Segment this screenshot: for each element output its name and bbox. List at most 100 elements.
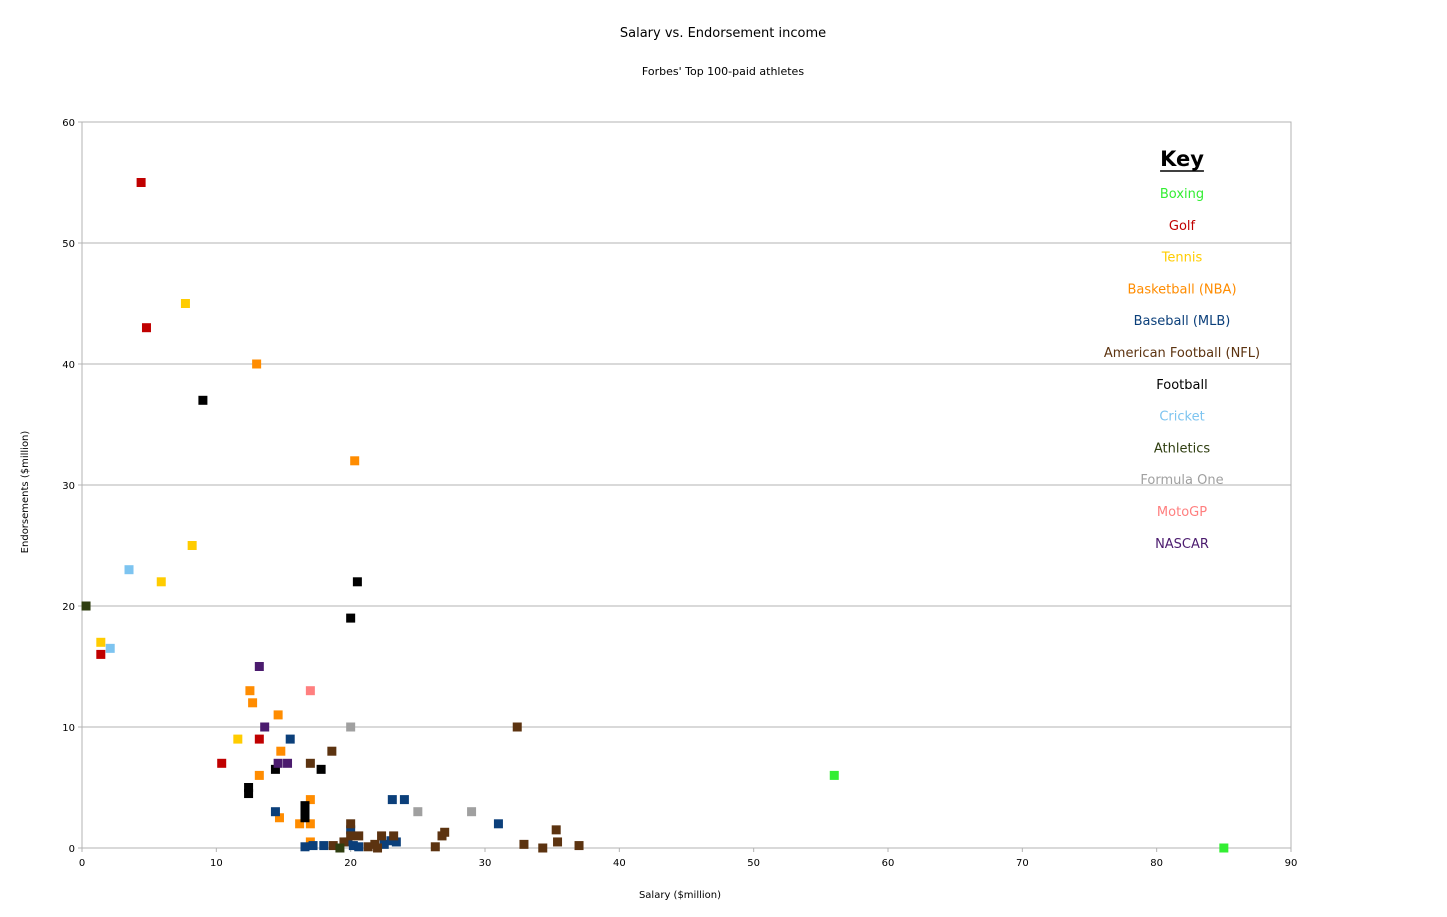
data-point xyxy=(391,837,401,847)
y-axis-ticks: 0 10 20 30 40 50 60 xyxy=(62,118,82,855)
data-point xyxy=(339,837,349,847)
x-tick-label: 20 xyxy=(344,858,357,869)
data-point xyxy=(254,770,264,780)
data-point xyxy=(354,842,364,852)
data-point xyxy=(512,722,522,732)
data-point xyxy=(96,649,106,659)
data-point xyxy=(254,662,264,671)
legend-item: Boxing xyxy=(1160,187,1204,202)
data-point xyxy=(493,819,503,829)
y-tick-label: 30 xyxy=(62,481,75,492)
data-point xyxy=(300,842,310,852)
data-point xyxy=(413,807,423,817)
data-point xyxy=(273,710,283,720)
legend-item: American Football (NFL) xyxy=(1104,346,1260,361)
data-point xyxy=(276,746,286,756)
data-point xyxy=(1219,843,1229,853)
data-point xyxy=(180,299,190,308)
legend-item: Tennis xyxy=(1161,251,1203,266)
data-point xyxy=(141,323,151,333)
data-point xyxy=(350,456,360,466)
data-point xyxy=(273,758,283,768)
data-point xyxy=(248,698,258,708)
data-point xyxy=(319,841,329,851)
data-point xyxy=(386,836,396,846)
data-point xyxy=(328,841,338,851)
legend-item: Golf xyxy=(1169,219,1196,234)
data-point xyxy=(346,819,356,829)
y-tick-label: 0 xyxy=(69,844,75,855)
legend-item: Baseball (MLB) xyxy=(1134,314,1231,329)
data-point xyxy=(574,841,584,851)
data-point xyxy=(346,825,356,835)
data-point xyxy=(399,795,409,805)
x-tick-label: 10 xyxy=(210,858,223,869)
data-point xyxy=(156,577,166,587)
chart-title: Salary vs. Endorsement income xyxy=(620,26,826,41)
data-point xyxy=(285,734,295,744)
data-point xyxy=(300,801,310,811)
data-point xyxy=(327,746,337,756)
data-point xyxy=(217,758,227,768)
legend-item: Formula One xyxy=(1140,473,1223,488)
data-points xyxy=(81,178,1229,853)
data-point xyxy=(233,734,243,744)
data-point xyxy=(245,686,255,696)
data-point xyxy=(377,831,387,841)
x-tick-label: 60 xyxy=(882,858,895,869)
y-tick-label: 20 xyxy=(62,602,75,613)
data-point xyxy=(354,831,364,841)
data-point xyxy=(387,795,397,805)
data-point xyxy=(538,843,548,853)
legend-item: Football xyxy=(1156,378,1207,393)
data-point xyxy=(373,843,383,853)
data-point xyxy=(283,758,293,768)
legend-item: NASCAR xyxy=(1155,537,1209,552)
chart-subtitle: Forbes' Top 100-paid athletes xyxy=(642,65,804,78)
x-tick-label: 70 xyxy=(1016,858,1029,869)
data-point xyxy=(346,722,356,732)
data-point xyxy=(519,839,529,849)
y-tick-label: 40 xyxy=(62,360,75,371)
x-tick-label: 50 xyxy=(747,858,760,869)
data-point xyxy=(105,643,115,653)
y-tick-label: 50 xyxy=(62,239,75,250)
data-point xyxy=(252,359,262,369)
data-point xyxy=(316,764,326,774)
data-point xyxy=(553,837,563,847)
data-point xyxy=(260,722,270,732)
data-point xyxy=(300,813,310,823)
legend-title: Key xyxy=(1160,147,1204,171)
data-point xyxy=(379,839,389,849)
data-point xyxy=(363,842,373,852)
y-axis-label: Endorsements ($million) xyxy=(20,431,31,554)
data-point xyxy=(300,807,310,817)
data-point xyxy=(305,686,315,696)
data-point xyxy=(305,795,315,805)
legend-item: Cricket xyxy=(1159,410,1204,425)
data-point xyxy=(430,842,440,852)
data-point xyxy=(270,807,280,817)
data-point xyxy=(198,395,208,405)
data-point xyxy=(244,789,254,799)
data-point xyxy=(124,565,134,575)
legend-item: Athletics xyxy=(1154,441,1210,456)
y-tick-label: 60 xyxy=(62,118,75,129)
data-point xyxy=(274,813,284,823)
data-point xyxy=(352,577,362,587)
data-point xyxy=(335,843,345,853)
data-point xyxy=(254,734,264,744)
data-point xyxy=(295,819,305,829)
data-point xyxy=(829,770,839,780)
data-point xyxy=(81,601,91,611)
data-point xyxy=(305,758,315,768)
data-point xyxy=(346,831,356,841)
y-tick-label: 10 xyxy=(62,723,75,734)
x-tick-label: 30 xyxy=(479,858,492,869)
data-point xyxy=(467,807,477,817)
data-point xyxy=(244,783,254,792)
x-tick-label: 40 xyxy=(613,858,626,869)
legend-item: Basketball (NBA) xyxy=(1127,282,1236,297)
data-point xyxy=(136,178,146,187)
data-point xyxy=(305,819,315,829)
